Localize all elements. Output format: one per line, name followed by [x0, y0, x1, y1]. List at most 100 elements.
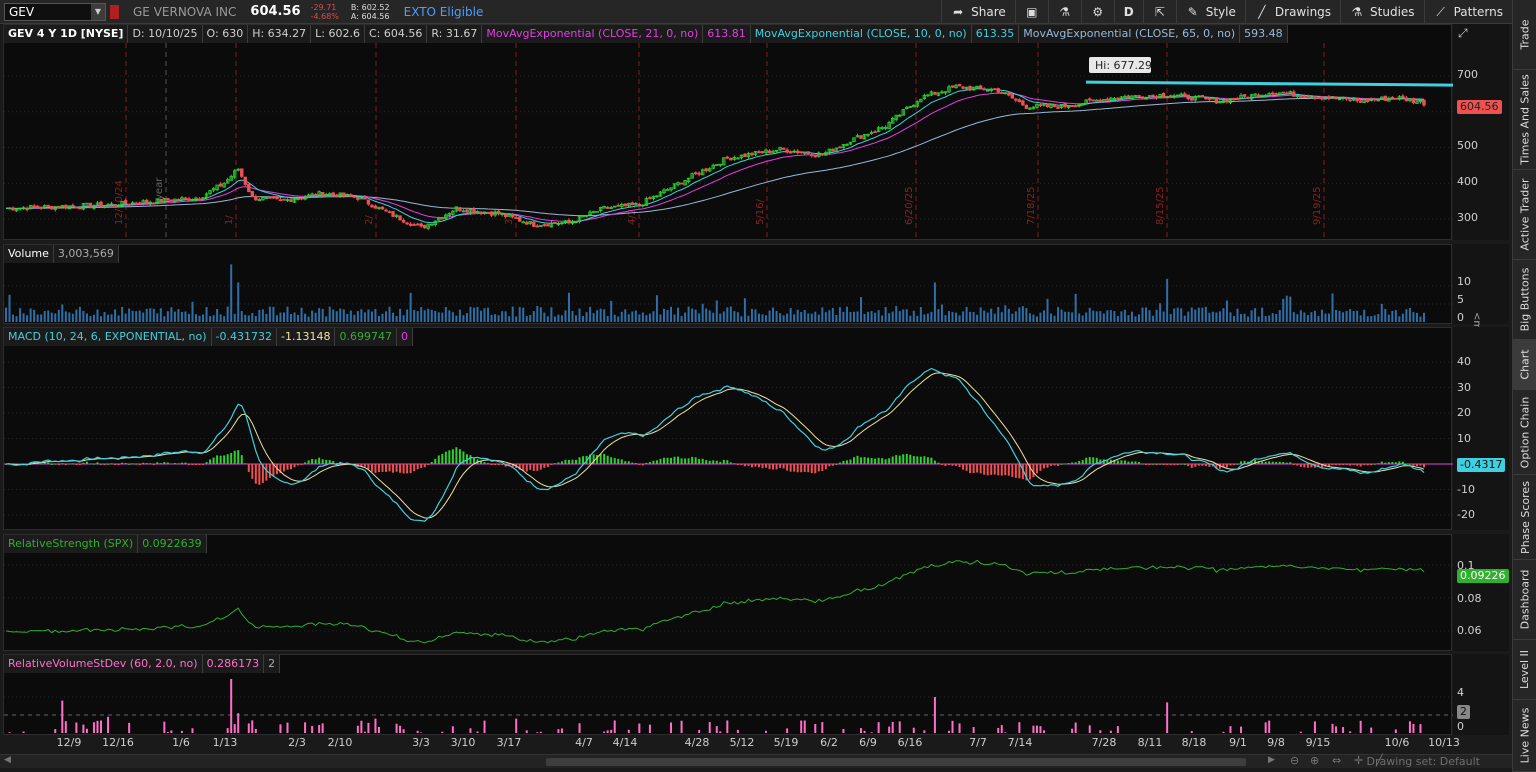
- price-chart-svg[interactable]: 12/10/24 1/2/3/4/25 5/16/6/20/25 7/18/25 8/1…: [4, 25, 1453, 241]
- volume-bar: [216, 309, 219, 322]
- volume-bar: [469, 306, 472, 322]
- ohlc-date: D: 10/10/25: [128, 25, 203, 43]
- style-button[interactable]: ✎ Style: [1175, 0, 1245, 24]
- chart-area[interactable]: 12/10/24 1/2/3/4/25 5/16/6/20/25 7/18/25 8/1…: [0, 24, 1512, 754]
- macd-value: -0.431732: [212, 328, 277, 346]
- drawings-button[interactable]: ╱ Drawings: [1244, 0, 1340, 24]
- candle-body: [486, 211, 490, 214]
- chart-title[interactable]: GEV 4 Y 1D [NYSE]: [4, 25, 129, 43]
- sidebar-tab-active-trader[interactable]: Active Trader: [1513, 170, 1536, 260]
- x-axis-tick-label: 3/17: [496, 736, 522, 749]
- macd-histogram-bar: [240, 455, 243, 464]
- macd-histogram-bar: [430, 461, 433, 464]
- flask-button[interactable]: ⚗: [1047, 0, 1081, 24]
- macd-histogram-bar: [589, 454, 592, 464]
- studies-button[interactable]: ⚗ Studies: [1340, 0, 1424, 24]
- candle-body: [662, 189, 666, 194]
- volume-label[interactable]: Volume: [4, 245, 54, 263]
- scroll-right-icon[interactable]: ▶: [1268, 755, 1275, 765]
- rvs-bar: [1109, 730, 1112, 733]
- candle-body: [1404, 97, 1409, 102]
- macd-label[interactable]: MACD (10, 24, 6, EXPONENTIAL, no): [4, 328, 212, 346]
- sidebar-tab-level-ii[interactable]: Level II: [1513, 640, 1536, 700]
- price-pane[interactable]: 12/10/24 1/2/3/4/25 5/16/6/20/25 7/18/25 8/1…: [3, 24, 1453, 241]
- candle-body: [718, 163, 722, 166]
- sidebar-tab-option-chain[interactable]: Option Chain: [1513, 390, 1536, 475]
- rvs-bar: [286, 722, 289, 733]
- volume-bar: [655, 295, 658, 322]
- rvs-bar: [1299, 731, 1302, 733]
- macd-histogram-bar: [275, 464, 278, 475]
- candle-body: [282, 198, 286, 201]
- macd-histogram-bar: [363, 464, 366, 467]
- ema65-label[interactable]: MovAvgExponential (CLOSE, 65, 0, no): [1019, 25, 1241, 43]
- candle-body: [753, 151, 758, 155]
- chart-expand-icon[interactable]: ⤢: [1458, 26, 1468, 40]
- macd-histogram-bar: [1215, 464, 1218, 469]
- rvs-bar: [933, 697, 936, 733]
- volume-bar: [1078, 313, 1081, 322]
- macd-histogram-bar: [114, 464, 117, 465]
- macd-histogram-bar: [747, 464, 750, 467]
- candle-body: [384, 209, 388, 212]
- macd-histogram-bar: [757, 464, 760, 468]
- sidebar-tab-live-news[interactable]: Live News: [1513, 700, 1536, 772]
- cursor-button[interactable]: ⇱: [1142, 0, 1176, 24]
- rs-label[interactable]: RelativeStrength (SPX): [4, 535, 139, 553]
- sidebar-tab-chart[interactable]: Chart: [1513, 340, 1536, 390]
- rvs-pane[interactable]: RelativeVolumeStDev (60, 2.0, no) 0.2861…: [3, 654, 1453, 735]
- share-button[interactable]: ➦ Share: [941, 0, 1015, 24]
- macd-histogram-bar: [92, 463, 95, 465]
- symbol-dropdown-icon[interactable]: ▼: [91, 3, 105, 20]
- price-axis[interactable]: 700 600 500 400 300 604.56: [1453, 24, 1509, 240]
- sidebar-tab-dashboard[interactable]: Dashboard: [1513, 560, 1536, 640]
- ema10-label[interactable]: MovAvgExponential (CLOSE, 10, 0, no): [751, 25, 972, 43]
- pan-icon[interactable]: ⇔: [1332, 754, 1342, 767]
- volume-bar: [1173, 308, 1176, 322]
- volume-bar: [43, 311, 46, 322]
- x-axis-tick-label: 10/13: [1428, 736, 1460, 749]
- x-axis[interactable]: 12/9 12/16 1/6 1/13 2/3 2/10 3/3 3/10 3/17 4/7 4/1…: [0, 736, 1460, 750]
- rvs-bar: [1268, 720, 1271, 733]
- sidebar-tab-times-and-sales[interactable]: Times And Sales: [1513, 70, 1536, 170]
- sidebar-tab-big-buttons[interactable]: Big Buttons: [1513, 260, 1536, 340]
- volume-pane[interactable]: Volume 3,003,569: [3, 244, 1453, 324]
- macd-histogram-bar: [381, 464, 384, 472]
- sidebar-tab-trade[interactable]: Trade: [1513, 0, 1536, 70]
- macd-pane[interactable]: MACD (10, 24, 6, EXPONENTIAL, no) -0.431…: [3, 327, 1453, 530]
- rvs-label[interactable]: RelativeVolumeStDev (60, 2.0, no): [4, 655, 203, 673]
- volume-bar: [1278, 310, 1281, 322]
- candle-body: [1172, 95, 1176, 98]
- macd-histogram-bar: [536, 464, 539, 471]
- exto-eligible-link[interactable]: EXTO Eligible: [403, 4, 484, 19]
- macd-histogram-bar: [490, 464, 493, 465]
- drawing-set-label[interactable]: Drawing set: Default: [1366, 755, 1480, 768]
- rs-pane[interactable]: RelativeStrength (SPX) 0.0922639: [3, 534, 1453, 651]
- zoom-in-icon[interactable]: ⊕: [1310, 754, 1320, 767]
- macd-histogram-bar: [1257, 461, 1260, 464]
- sidebar-tab-phase-scores[interactable]: Phase Scores: [1513, 475, 1536, 560]
- macd-histogram-bar: [501, 464, 504, 466]
- scroll-left-icon[interactable]: ◀: [4, 755, 11, 765]
- candle-body: [120, 201, 124, 207]
- macd-histogram-bar: [1162, 464, 1165, 465]
- macd-histogram-bar: [807, 464, 810, 473]
- crosshair-icon[interactable]: ✛: [1354, 754, 1364, 767]
- zoom-out-icon[interactable]: ⊖: [1290, 754, 1300, 767]
- volume-bar: [1201, 307, 1204, 322]
- settings-button[interactable]: ⚙: [1080, 0, 1114, 24]
- drawing-tool-icon[interactable]: ╱: [1376, 754, 1383, 767]
- patterns-button[interactable]: ⟋ Patterns: [1423, 0, 1512, 24]
- scroll-thumb[interactable]: [546, 758, 1246, 766]
- ema21-label[interactable]: MovAvgExponential (CLOSE, 21, 0, no): [482, 25, 704, 43]
- volume-bar: [279, 312, 282, 322]
- chart-settings-button[interactable]: ▣: [1014, 0, 1048, 24]
- volume-bar: [388, 306, 391, 322]
- alert-flag-icon[interactable]: [110, 4, 119, 19]
- volume-bar: [958, 315, 961, 322]
- timeframe-button[interactable]: D: [1113, 0, 1143, 24]
- rvs-bar: [64, 721, 67, 733]
- symbol-input[interactable]: GEV ▼: [4, 2, 106, 21]
- horizontal-scrollbar[interactable]: ◀ ▶ ⊖ ⊕ ⇔ ✛ ╱ Drawing set: Default: [0, 754, 1512, 768]
- candle-body: [1256, 94, 1261, 98]
